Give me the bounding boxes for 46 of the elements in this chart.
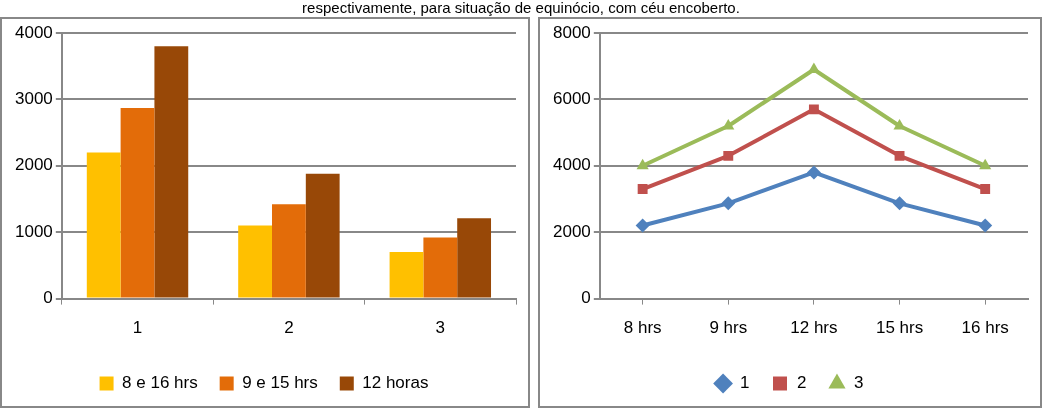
point [978,218,993,233]
point [979,158,992,170]
point [806,165,821,180]
bar [457,218,492,298]
bar [272,204,306,298]
x-tick-label: 9 hrs [709,318,748,338]
y-tick-label: 2000 [14,155,53,175]
x-tick-label: 16 hrs [961,318,1009,338]
x-tick-label: 1 [132,318,143,338]
point [892,196,907,211]
bar [154,46,189,298]
x-tick-label: 3 [435,318,446,338]
bar [120,108,155,298]
bar [238,225,272,298]
y-tick-label: 6000 [552,89,591,109]
point [723,150,734,161]
bar [86,152,121,298]
y-tick-label: 4000 [14,22,53,42]
point [808,104,819,115]
y-tick-label: 3000 [14,89,53,109]
legend-label: 12 horas [362,373,429,393]
y-tick-label: 2000 [552,221,591,241]
point [635,218,650,233]
point [894,150,905,161]
x-tick-label: 8 hrs [623,318,662,338]
x-tick-label: 15 hrs [875,318,924,338]
legend-label: 3 [853,373,864,393]
y-tick-label: 8000 [552,22,591,42]
point [980,184,991,194]
text: respectivamente, para situação de equinócio, com céu encoberto. [301,0,741,16]
bar [389,252,424,298]
legend-label: 1 [740,373,750,393]
x-tick-label: 12 hrs [790,318,838,338]
y-tick-label: 1000 [14,221,53,241]
point [721,196,736,211]
bar [423,237,458,298]
y-tick-label: 0 [581,288,591,308]
legend-label: 2 [797,373,807,393]
legend-label: 8 e 16 hrs [122,373,198,393]
x-tick-label: 2 [284,318,294,338]
y-tick-label: 4000 [552,155,591,175]
point [636,158,649,170]
legend-label: 9 e 15 hrs [242,373,318,393]
y-tick-label: 0 [43,288,53,308]
point [637,184,648,194]
bar [305,173,340,298]
